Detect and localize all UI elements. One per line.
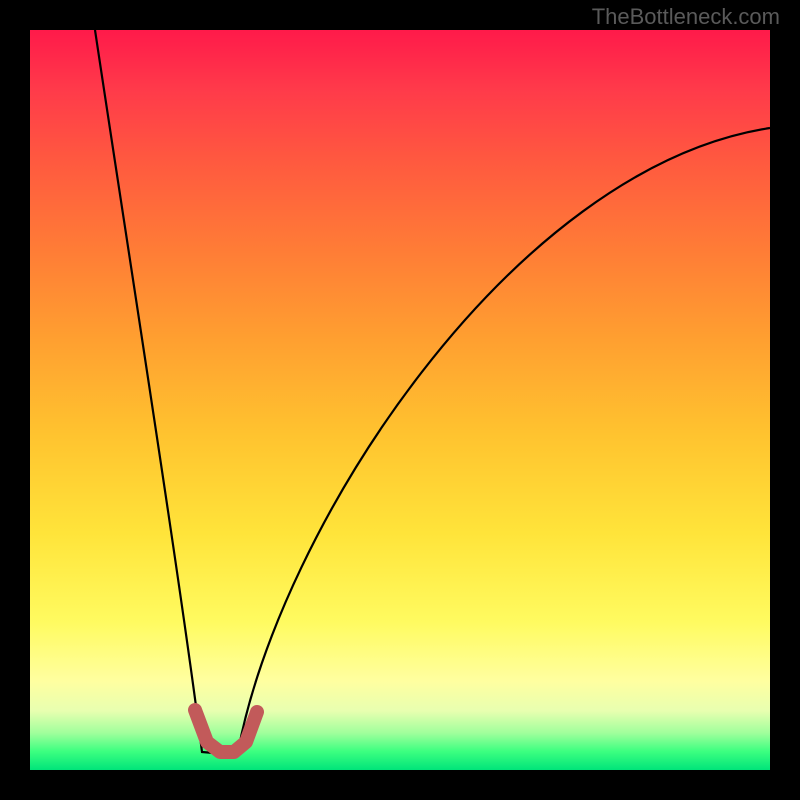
plot-area [30, 30, 770, 770]
chart-svg [30, 30, 770, 770]
bottleneck-curve [95, 30, 770, 753]
watermark-text: TheBottleneck.com [592, 4, 780, 30]
optimal-marker [195, 710, 257, 752]
